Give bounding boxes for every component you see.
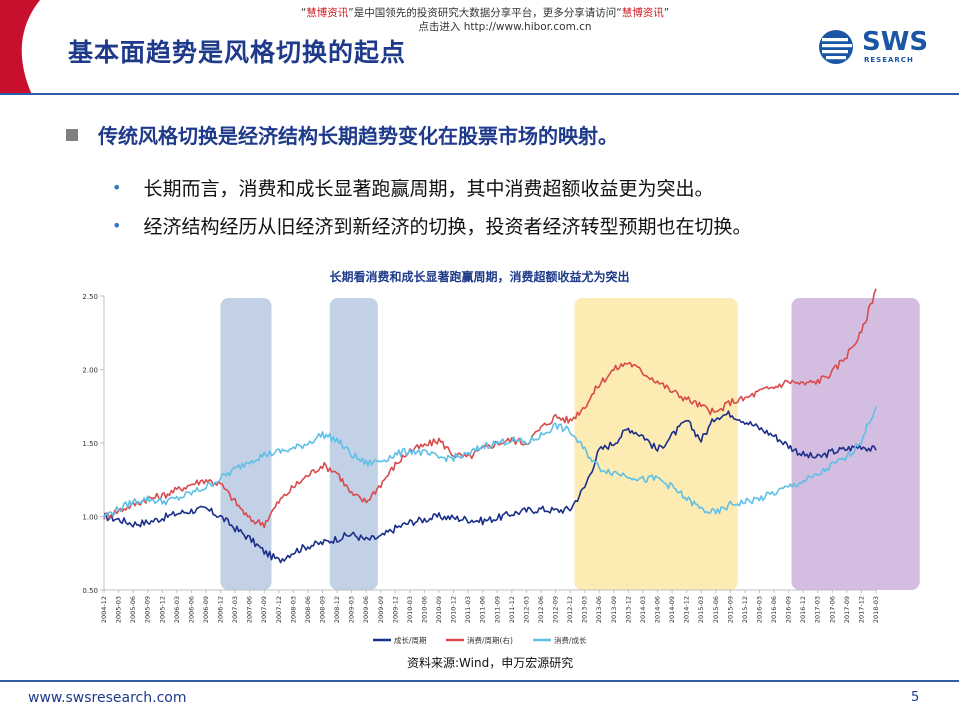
logo-name: SWS [862, 27, 929, 57]
footer-url[interactable]: www.swsresearch.com [28, 690, 187, 706]
x-tick-label: 2015-03 [697, 596, 705, 623]
x-tick-label: 2011-06 [479, 596, 487, 623]
x-tick-label: 2010-03 [406, 596, 414, 623]
square-bullet-icon [66, 128, 78, 141]
x-tick-label: 2015-06 [712, 596, 720, 623]
x-tick-label: 2017-09 [843, 596, 851, 623]
x-tick-label: 2010-06 [420, 596, 428, 623]
x-tick-label: 2017-06 [828, 596, 836, 623]
sws-logo-icon [819, 30, 853, 64]
x-tick-label: 2009-09 [377, 596, 385, 623]
page-number: 5 [911, 690, 920, 705]
main-bullet-text: 传统风格切换是经济结构长期趋势变化在股票市场的映射。 [98, 124, 618, 148]
highlight-band [574, 298, 738, 590]
x-tick-label: 2012-12 [566, 596, 574, 623]
series-line [103, 288, 877, 529]
sub-bullet: • 长期而言，消费和成长显著跑赢周期，其中消费超额收益更为突出。 [112, 174, 713, 201]
x-tick-label: 2005-12 [158, 596, 166, 623]
x-tick-label: 2006-12 [217, 596, 225, 623]
x-tick-label: 2007-09 [260, 596, 268, 623]
sws-logo: SWS RESEARCH [818, 25, 948, 69]
sub-bullet-text: 经济结构经历从旧经济到新经济的切换，投资者经济转型预期也在切换。 [143, 216, 752, 238]
x-tick-label: 2013-03 [581, 596, 589, 623]
footer-rule [0, 680, 959, 682]
series-line [103, 406, 877, 518]
legend-label: 消费/成长 [554, 635, 587, 645]
x-tick-label: 2017-03 [814, 596, 822, 623]
sub-bullet-text: 长期而言，消费和成长显著跑赢周期，其中消费超额收益更为突出。 [143, 178, 714, 200]
x-tick-label: 2008-03 [289, 596, 297, 623]
source-note: 资料来源:Wind，申万宏源研究 [407, 656, 574, 670]
x-tick-label: 2008-09 [318, 596, 326, 623]
x-tick-label: 2013-09 [610, 596, 618, 623]
watermark-quote-open: “ [300, 7, 307, 19]
x-tick-label: 2008-12 [333, 596, 341, 623]
line-chart: 0.50 1.00 1.50 2.00 2.50 2004-12 2005-03 2005-0… [82, 288, 920, 645]
x-tick-label: 2005-09 [144, 596, 152, 623]
x-tick-label: 2006-06 [187, 596, 195, 623]
x-tick-label: 2013-12 [624, 596, 632, 623]
y-tick-label: 1.50 [82, 440, 98, 448]
x-tick-label: 2016-12 [799, 596, 807, 623]
x-tick-label: 2012-06 [537, 596, 545, 623]
watermark-brand-2: 慧博资讯 [621, 7, 664, 19]
x-tick-label: 2013-06 [595, 596, 603, 623]
x-tick-label: 2018-03 [872, 596, 880, 623]
x-tick-label: 2015-09 [726, 596, 734, 623]
x-tick-label: 2012-09 [552, 596, 560, 623]
x-tick-label: 2004-12 [100, 596, 108, 623]
x-tick-label: 2014-12 [683, 596, 691, 623]
legend-label: 消费/周期(右) [467, 635, 513, 645]
sub-bullet: • 经济结构经历从旧经济到新经济的切换，投资者经济转型预期也在切换。 [112, 212, 751, 239]
x-tick-label: 2016-06 [770, 596, 778, 623]
x-tick-label: 2010-09 [435, 596, 443, 623]
x-tick-label: 2012-03 [522, 596, 530, 623]
slide-title: 基本面趋势是风格切换的起点 [68, 38, 407, 67]
decorative-red-arc [0, 0, 40, 95]
header-rule [0, 93, 959, 95]
chart-title: 长期看消费和成长显著跑赢周期，消费超额收益尤为突出 [329, 270, 630, 284]
series-line [103, 410, 877, 564]
x-tick-label: 2005-03 [115, 596, 123, 623]
x-tick-label: 2011-03 [464, 596, 472, 623]
x-tick-label: 2009-12 [391, 596, 399, 623]
x-tick-label: 2014-06 [654, 596, 662, 623]
watermark-text: 是中国领先的投资研究大数据分享平台，更多分享请访问“ [353, 7, 622, 19]
y-tick-label: 2.50 [82, 293, 98, 301]
highlight-band [329, 298, 378, 590]
x-tick-label: 2007-03 [231, 596, 239, 623]
legend-label: 成长/周期 [394, 635, 427, 645]
x-tick-label: 2014-09 [668, 596, 676, 623]
watermark-brand: 慧博资讯 [306, 7, 349, 19]
bullet-dot-icon: • [112, 216, 122, 235]
watermark-link[interactable]: 点击进入 http://www.hibor.com.cn [418, 21, 592, 33]
x-tick-label: 2006-09 [202, 596, 210, 623]
y-tick-label: 0.50 [82, 587, 98, 595]
y-tick-label: 1.00 [82, 514, 98, 522]
x-tick-label: 2015-12 [741, 596, 749, 623]
x-tick-label: 2005-06 [129, 596, 137, 623]
x-tick-label: 2009-06 [362, 596, 370, 623]
watermark-quote-close: ” [348, 7, 354, 19]
highlight-band [220, 298, 272, 590]
x-tick-label: 2007-06 [246, 596, 254, 623]
x-tick-label: 2016-09 [785, 596, 793, 623]
x-tick-label: 2011-12 [508, 596, 516, 623]
x-tick-label: 2006-03 [173, 596, 181, 623]
x-tick-label: 2008-06 [304, 596, 312, 623]
y-tick-label: 2.00 [82, 367, 98, 375]
main-bullet: 传统风格切换是经济结构长期趋势变化在股票市场的映射。 [66, 120, 618, 149]
x-tick-label: 2010-12 [450, 596, 458, 623]
x-tick-label: 2014-03 [639, 596, 647, 623]
x-tick-label: 2009-03 [348, 596, 356, 623]
watermark-text-end: ” [663, 7, 670, 19]
bullet-dot-icon: • [112, 178, 122, 197]
x-tick-label: 2017-12 [857, 596, 865, 623]
watermark: “慧博资讯”是中国领先的投资研究大数据分享平台，更多分享请访问“慧博资讯” 点击… [270, 6, 700, 34]
x-tick-label: 2007-12 [275, 596, 283, 623]
x-tick-label: 2011-09 [493, 596, 501, 623]
x-tick-label: 2016-03 [755, 596, 763, 623]
logo-sub: RESEARCH [864, 56, 914, 64]
